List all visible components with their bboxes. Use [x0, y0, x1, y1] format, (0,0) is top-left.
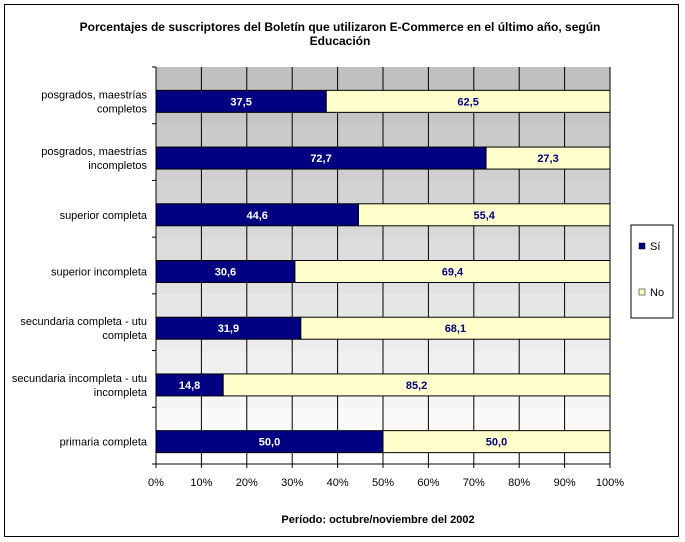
category-label: superior completa: [60, 210, 148, 222]
x-axis-title: Período: octubre/noviembre del 2002: [281, 514, 474, 526]
data-label: 72,7: [310, 153, 331, 165]
legend-label-si: Sí: [650, 241, 660, 253]
x-tick-label: 10%: [190, 477, 212, 489]
data-label: 30,6: [215, 267, 236, 279]
data-label: 50,0: [259, 437, 280, 449]
x-tick-labels: 0% 10% 20% 30% 40% 50% 60% 70% 80% 90% 100%: [148, 477, 624, 489]
data-label: 31,9: [218, 323, 239, 335]
legend: Sí No: [630, 224, 674, 319]
x-tick-label: 90%: [554, 477, 576, 489]
category-labels: posgrados, maestrías completos posgrados, …: [12, 89, 148, 448]
axes: [152, 66, 611, 468]
data-label: 50,0: [486, 437, 507, 449]
bar-no: [294, 260, 611, 283]
chart-title-line-2: Educación: [310, 34, 371, 48]
data-label: 69,4: [442, 267, 464, 279]
category-label: posgrados, maestrías completos: [41, 89, 147, 115]
chart-title-line-1: Porcentajes de suscriptores del Boletín …: [80, 20, 601, 34]
x-tick-label: 80%: [508, 477, 530, 489]
bar-no: [325, 89, 611, 113]
category-label: secundaria completa - utu completa: [20, 316, 147, 342]
x-tick-label: 100%: [596, 477, 624, 489]
legend-box: [630, 224, 674, 319]
category-label: secundaria incompleta - utu incompleta: [12, 373, 148, 399]
data-label: 62,5: [457, 96, 478, 108]
x-tick-label: 0%: [148, 477, 164, 489]
bar-no: [300, 316, 611, 340]
x-tick-label: 50%: [372, 477, 394, 489]
data-label: 37,5: [230, 96, 251, 108]
category-label: superior incompleta: [51, 267, 148, 279]
data-label: 85,2: [406, 380, 427, 392]
legend-swatch-si: [638, 242, 646, 250]
category-label: posgrados, maestrías incompletos: [41, 146, 147, 172]
bar-no: [382, 430, 611, 454]
data-label: 44,6: [247, 210, 268, 222]
x-tick-label: 20%: [236, 477, 258, 489]
data-label: 14,8: [179, 380, 200, 392]
legend-label-no: No: [650, 287, 664, 299]
data-label: 27,3: [537, 153, 558, 165]
x-tick-label: 60%: [417, 477, 439, 489]
category-label: primaria completa: [60, 437, 148, 449]
bar-no: [357, 203, 611, 227]
bars: 37,5 62,5 72,7 27,3 44,6 55,4 30,6 69,4 31,9 68,1…: [155, 89, 611, 454]
bar-no: [485, 146, 611, 170]
legend-swatch-no: [638, 288, 646, 296]
x-tick-label: 40%: [327, 477, 349, 489]
x-tick-label: 70%: [463, 477, 485, 489]
bar-no: [222, 373, 611, 397]
x-tick-label: 30%: [281, 477, 303, 489]
data-label: 55,4: [474, 210, 496, 222]
data-label: 68,1: [445, 323, 466, 335]
